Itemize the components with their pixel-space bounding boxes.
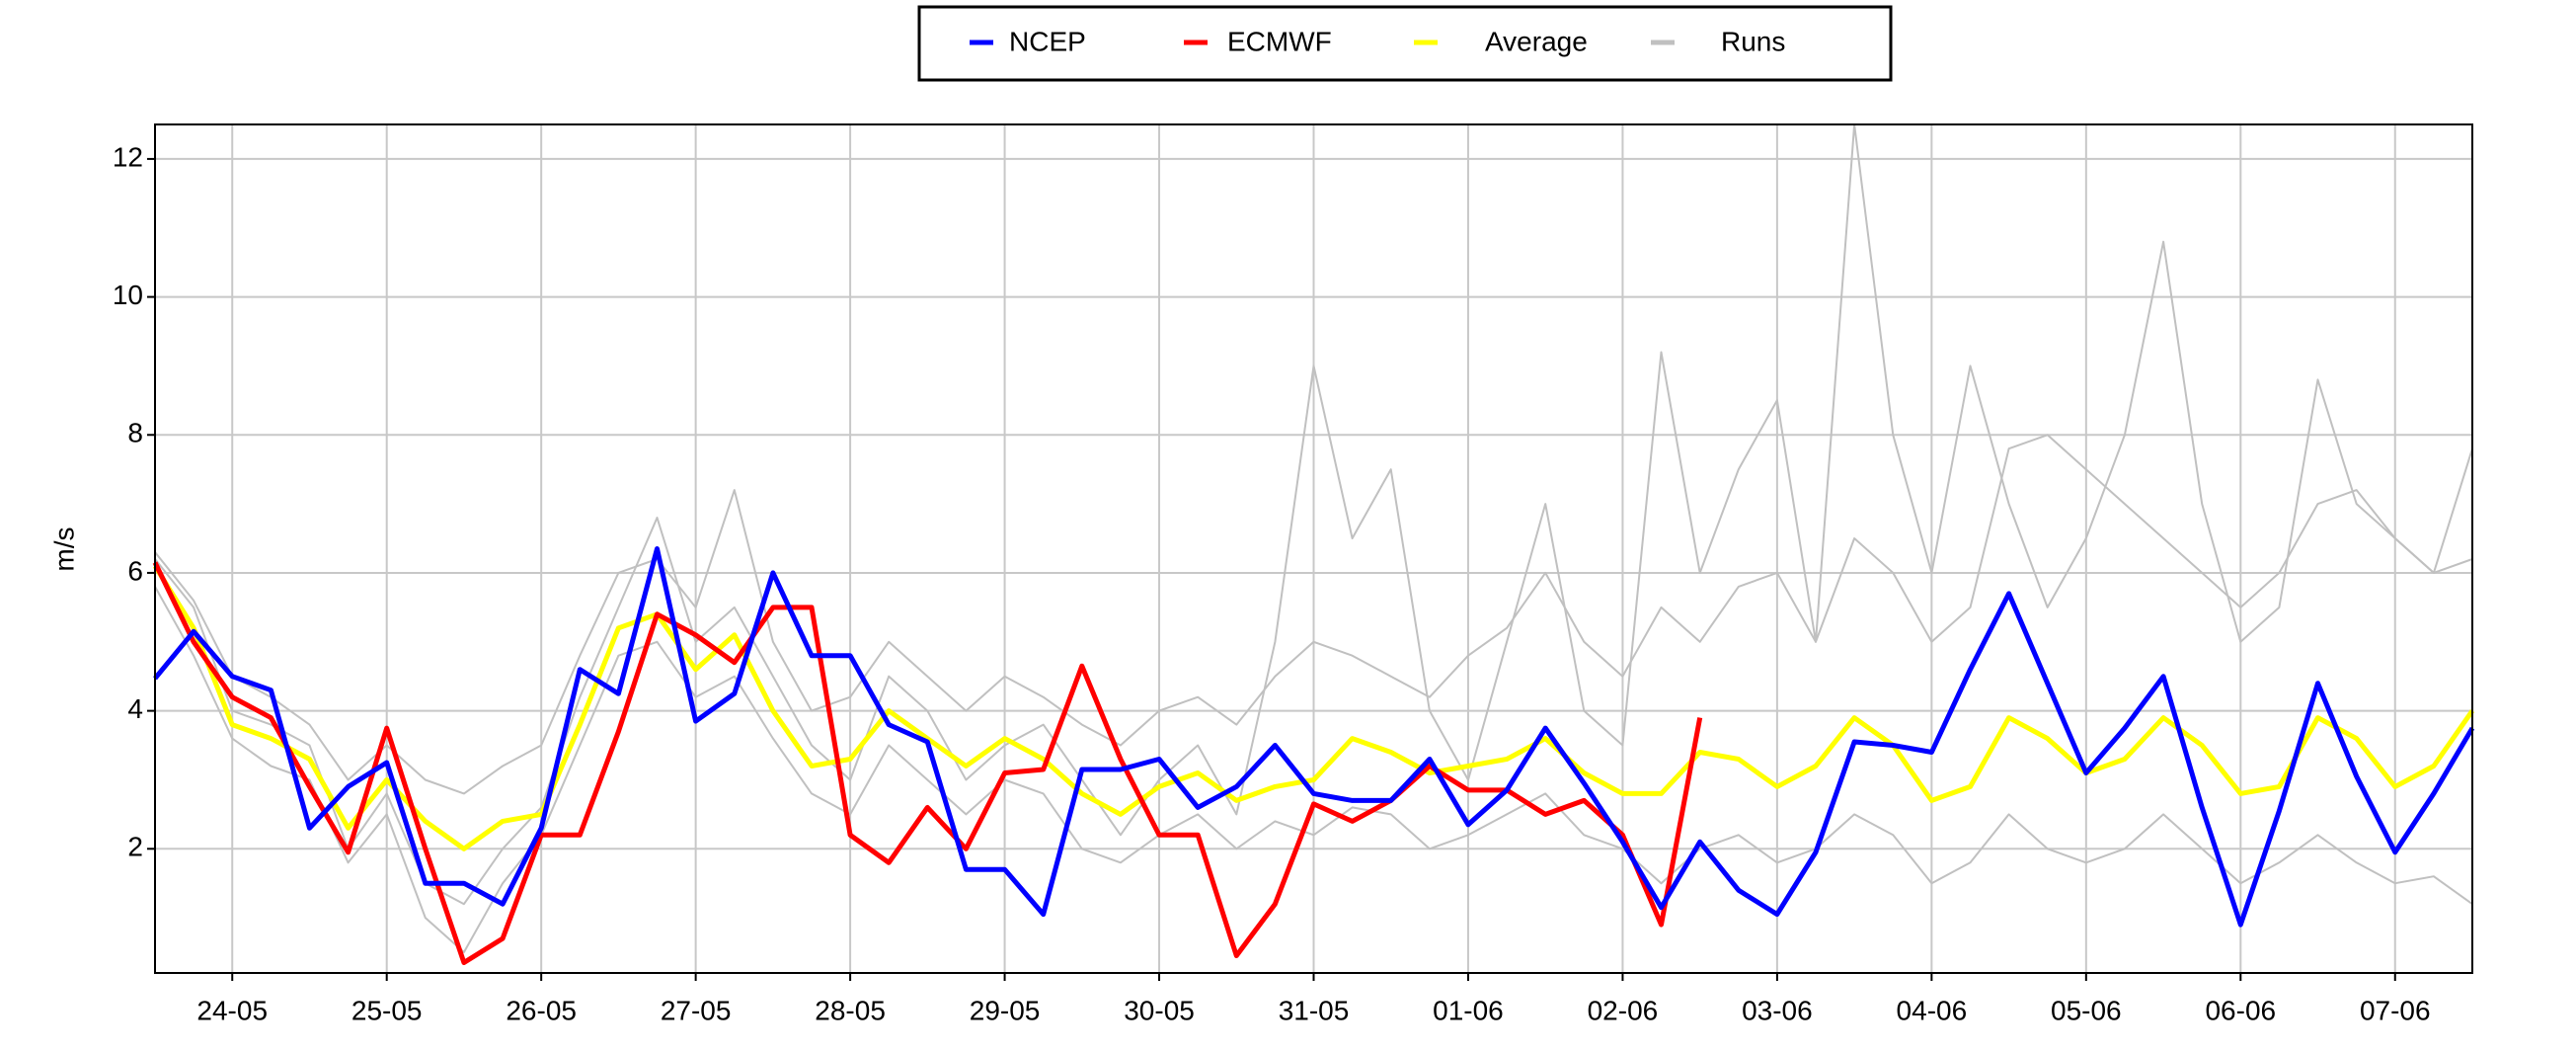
- x-tick-label: 07-06: [2360, 995, 2431, 1025]
- plot-border: [154, 123, 2473, 974]
- legend-label: NCEP: [1009, 26, 1086, 56]
- run-line: [154, 123, 2473, 906]
- legend-label: Runs: [1721, 26, 1785, 56]
- x-tick-label: 26-05: [506, 995, 577, 1025]
- x-tick-label: 04-06: [1897, 995, 1968, 1025]
- x-tick-label: 30-05: [1124, 995, 1195, 1025]
- x-tick-label: 01-06: [1433, 995, 1504, 1025]
- y-tick-label: 6: [127, 555, 143, 586]
- x-tick-label: 31-05: [1279, 995, 1350, 1025]
- x-tick-label: 27-05: [661, 995, 732, 1025]
- y-axis-label: m/s: [48, 526, 79, 571]
- y-tick-label: 2: [127, 832, 143, 862]
- x-tick-label: 29-05: [970, 995, 1041, 1025]
- x-tick-label: 05-06: [2051, 995, 2122, 1025]
- y-tick-label: 12: [113, 141, 143, 172]
- series-line: [153, 546, 2475, 928]
- run-line: [154, 434, 2473, 795]
- x-tick-label: 02-06: [1588, 995, 1659, 1025]
- y-tick-label: 8: [127, 418, 143, 448]
- x-tick-label: 28-05: [815, 995, 886, 1025]
- legend-label: Average: [1485, 26, 1588, 56]
- series-line: [152, 561, 1703, 965]
- x-tick-label: 24-05: [196, 995, 268, 1025]
- x-tick-label: 25-05: [351, 995, 423, 1025]
- legend-box: [917, 5, 1893, 82]
- legend-label: ECMWF: [1227, 26, 1332, 56]
- x-tick-label: 06-06: [2205, 995, 2276, 1025]
- y-tick-label: 4: [127, 693, 143, 724]
- x-tick-label: 03-06: [1742, 995, 1813, 1025]
- y-tick-label: 10: [113, 280, 143, 310]
